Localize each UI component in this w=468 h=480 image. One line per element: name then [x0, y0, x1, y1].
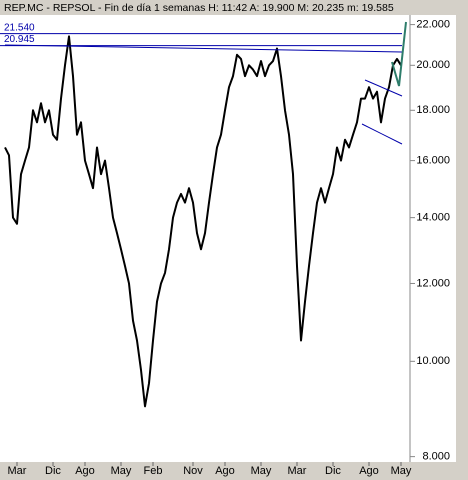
y-tick-label: 16.000 [416, 155, 450, 167]
level-label: 21.540 [4, 22, 35, 33]
x-tick-label: Mar [8, 465, 27, 477]
y-tick-label: 8.000 [422, 451, 450, 463]
chart-title: REP.MC - REPSOL - Fin de día 1 semanas H… [4, 2, 394, 14]
y-tick-label: 20.000 [416, 59, 450, 71]
forecast-line [391, 21, 407, 87]
trend-line [4, 44, 403, 53]
x-tick-label: Mar [288, 465, 307, 477]
x-tick-label: Dic [325, 465, 341, 477]
x-tick-label: May [251, 465, 272, 477]
trend-line [361, 123, 403, 145]
y-tick-label: 22.000 [416, 19, 450, 31]
x-tick-label: Nov [183, 465, 203, 477]
price-line [4, 35, 402, 408]
y-tick-label: 10.000 [416, 355, 450, 367]
x-axis-bar [0, 462, 468, 480]
x-tick-label: Ago [75, 465, 95, 477]
y-tick-label: 18.000 [416, 104, 450, 116]
side-bar [456, 15, 468, 462]
level-label: 20.945 [4, 34, 35, 45]
trend-line [364, 79, 403, 97]
x-tick-label: May [111, 465, 132, 477]
y-tick-label: 14.000 [416, 212, 450, 224]
x-tick-label: Feb [144, 465, 163, 477]
y-tick-label: 12.000 [416, 277, 450, 289]
x-tick-label: Dic [45, 465, 61, 477]
x-tick-label: Ago [359, 465, 379, 477]
x-tick-label: Ago [215, 465, 235, 477]
header-bar [0, 0, 468, 15]
x-tick-label: May [391, 465, 412, 477]
